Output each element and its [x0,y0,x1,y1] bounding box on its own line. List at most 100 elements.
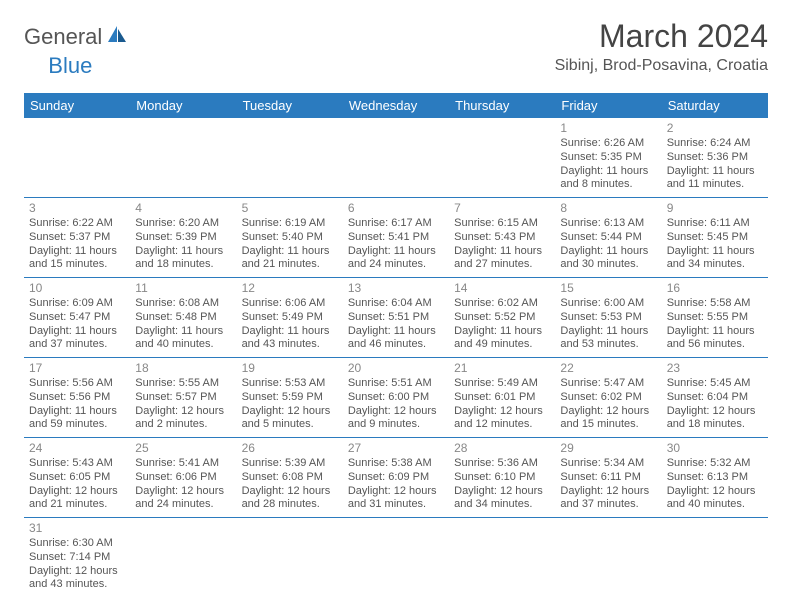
day-number: 2 [667,121,763,136]
calendar-cell: 25Sunrise: 5:41 AMSunset: 6:06 PMDayligh… [130,438,236,518]
calendar-cell [449,518,555,598]
sunrise-text: Sunrise: 6:02 AM [454,297,550,311]
day-number: 3 [29,201,125,216]
sunset-text: Sunset: 5:35 PM [560,151,656,165]
daylight-text: Daylight: 11 hours and 21 minutes. [242,245,338,273]
day-number: 6 [348,201,444,216]
sunrise-text: Sunrise: 6:22 AM [29,217,125,231]
sunset-text: Sunset: 5:37 PM [29,231,125,245]
calendar-cell: 20Sunrise: 5:51 AMSunset: 6:00 PMDayligh… [343,358,449,438]
day-header: Saturday [662,93,768,118]
calendar-cell: 17Sunrise: 5:56 AMSunset: 5:56 PMDayligh… [24,358,130,438]
calendar-cell: 26Sunrise: 5:39 AMSunset: 6:08 PMDayligh… [237,438,343,518]
daylight-text: Daylight: 11 hours and 37 minutes. [29,325,125,353]
day-number: 26 [242,441,338,456]
calendar-row: 31Sunrise: 6:30 AMSunset: 7:14 PMDayligh… [24,518,768,598]
calendar-cell [237,518,343,598]
logo-text-blue: Blue [48,53,92,79]
daylight-text: Daylight: 12 hours and 43 minutes. [29,565,125,593]
day-number: 10 [29,281,125,296]
calendar-cell: 16Sunrise: 5:58 AMSunset: 5:55 PMDayligh… [662,278,768,358]
day-number: 13 [348,281,444,296]
day-number: 15 [560,281,656,296]
sunrise-text: Sunrise: 5:47 AM [560,377,656,391]
sunset-text: Sunset: 6:11 PM [560,471,656,485]
sunrise-text: Sunrise: 6:13 AM [560,217,656,231]
calendar-cell: 19Sunrise: 5:53 AMSunset: 5:59 PMDayligh… [237,358,343,438]
day-number: 30 [667,441,763,456]
daylight-text: Daylight: 12 hours and 24 minutes. [135,485,231,513]
calendar-cell [24,118,130,198]
daylight-text: Daylight: 11 hours and 18 minutes. [135,245,231,273]
sail-icon [106,25,128,50]
calendar-cell: 10Sunrise: 6:09 AMSunset: 5:47 PMDayligh… [24,278,130,358]
sunset-text: Sunset: 5:52 PM [454,311,550,325]
calendar-header-row: Sunday Monday Tuesday Wednesday Thursday… [24,93,768,118]
sunset-text: Sunset: 5:48 PM [135,311,231,325]
daylight-text: Daylight: 12 hours and 37 minutes. [560,485,656,513]
calendar-cell: 31Sunrise: 6:30 AMSunset: 7:14 PMDayligh… [24,518,130,598]
sunrise-text: Sunrise: 5:45 AM [667,377,763,391]
logo: General [24,24,130,50]
calendar-cell: 12Sunrise: 6:06 AMSunset: 5:49 PMDayligh… [237,278,343,358]
day-header: Wednesday [343,93,449,118]
daylight-text: Daylight: 11 hours and 43 minutes. [242,325,338,353]
calendar-cell [343,118,449,198]
calendar-row: 24Sunrise: 5:43 AMSunset: 6:05 PMDayligh… [24,438,768,518]
sunset-text: Sunset: 6:06 PM [135,471,231,485]
sunset-text: Sunset: 5:56 PM [29,391,125,405]
sunrise-text: Sunrise: 6:26 AM [560,137,656,151]
calendar-cell [130,118,236,198]
sunset-text: Sunset: 6:08 PM [242,471,338,485]
calendar-cell: 28Sunrise: 5:36 AMSunset: 6:10 PMDayligh… [449,438,555,518]
sunset-text: Sunset: 6:09 PM [348,471,444,485]
day-header: Tuesday [237,93,343,118]
calendar-cell [237,118,343,198]
month-title: March 2024 [555,18,768,55]
daylight-text: Daylight: 11 hours and 49 minutes. [454,325,550,353]
calendar-cell: 29Sunrise: 5:34 AMSunset: 6:11 PMDayligh… [555,438,661,518]
sunrise-text: Sunrise: 6:11 AM [667,217,763,231]
day-header: Thursday [449,93,555,118]
sunrise-text: Sunrise: 5:55 AM [135,377,231,391]
calendar-cell: 21Sunrise: 5:49 AMSunset: 6:01 PMDayligh… [449,358,555,438]
day-number: 23 [667,361,763,376]
calendar-cell [662,518,768,598]
daylight-text: Daylight: 11 hours and 15 minutes. [29,245,125,273]
day-number: 11 [135,281,231,296]
calendar-cell: 22Sunrise: 5:47 AMSunset: 6:02 PMDayligh… [555,358,661,438]
sunrise-text: Sunrise: 6:04 AM [348,297,444,311]
day-number: 1 [560,121,656,136]
sunset-text: Sunset: 6:02 PM [560,391,656,405]
calendar-table: Sunday Monday Tuesday Wednesday Thursday… [24,93,768,597]
calendar-cell: 23Sunrise: 5:45 AMSunset: 6:04 PMDayligh… [662,358,768,438]
daylight-text: Daylight: 11 hours and 27 minutes. [454,245,550,273]
sunrise-text: Sunrise: 5:43 AM [29,457,125,471]
calendar-row: 1Sunrise: 6:26 AMSunset: 5:35 PMDaylight… [24,118,768,198]
calendar-cell [130,518,236,598]
sunset-text: Sunset: 5:40 PM [242,231,338,245]
day-number: 21 [454,361,550,376]
sunset-text: Sunset: 5:36 PM [667,151,763,165]
daylight-text: Daylight: 12 hours and 12 minutes. [454,405,550,433]
sunset-text: Sunset: 6:10 PM [454,471,550,485]
title-block: March 2024 Sibinj, Brod-Posavina, Croati… [555,18,768,75]
day-number: 20 [348,361,444,376]
calendar-cell: 2Sunrise: 6:24 AMSunset: 5:36 PMDaylight… [662,118,768,198]
sunrise-text: Sunrise: 6:30 AM [29,537,125,551]
calendar-cell: 6Sunrise: 6:17 AMSunset: 5:41 PMDaylight… [343,198,449,278]
sunrise-text: Sunrise: 5:51 AM [348,377,444,391]
sunrise-text: Sunrise: 5:56 AM [29,377,125,391]
sunrise-text: Sunrise: 5:58 AM [667,297,763,311]
day-number: 4 [135,201,231,216]
sunset-text: Sunset: 5:45 PM [667,231,763,245]
calendar-cell: 9Sunrise: 6:11 AMSunset: 5:45 PMDaylight… [662,198,768,278]
day-number: 27 [348,441,444,456]
sunrise-text: Sunrise: 5:39 AM [242,457,338,471]
sunrise-text: Sunrise: 5:32 AM [667,457,763,471]
calendar-cell: 13Sunrise: 6:04 AMSunset: 5:51 PMDayligh… [343,278,449,358]
sunset-text: Sunset: 5:51 PM [348,311,444,325]
sunrise-text: Sunrise: 5:53 AM [242,377,338,391]
calendar-cell [555,518,661,598]
day-number: 24 [29,441,125,456]
